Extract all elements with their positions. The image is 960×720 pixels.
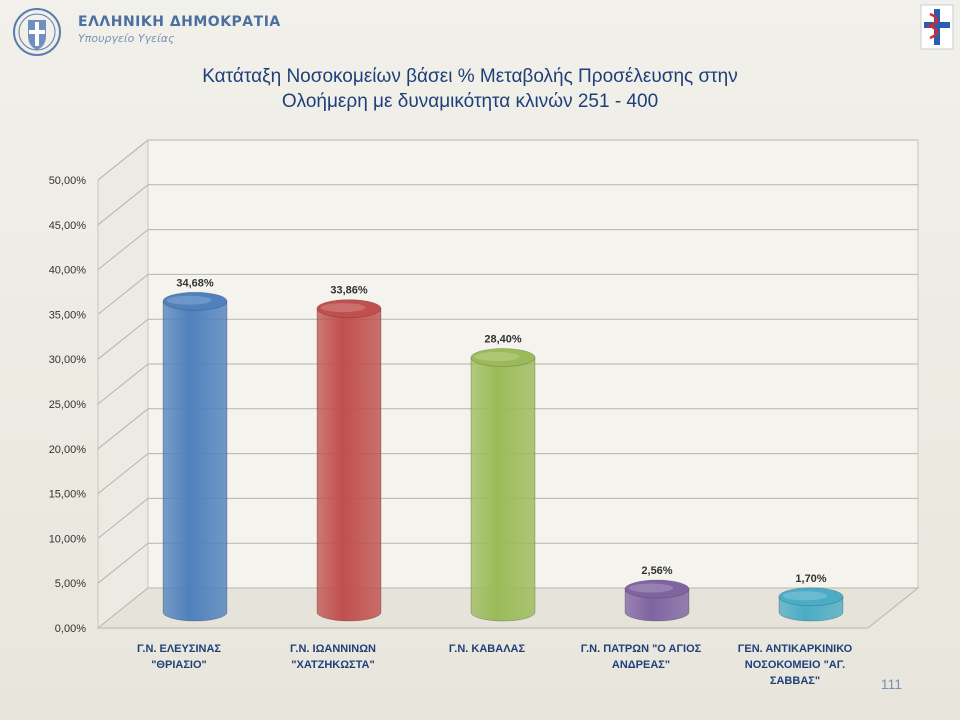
gridline xyxy=(97,273,918,315)
gridline xyxy=(97,318,918,360)
y-tick-label: 30,00% xyxy=(49,354,87,366)
y-tick-label: 5,00% xyxy=(55,578,86,590)
bar-body xyxy=(470,357,536,622)
data-label: 1,70% xyxy=(795,573,826,585)
gridline xyxy=(97,453,918,494)
bar-5 xyxy=(778,587,844,622)
bar-3 xyxy=(470,348,536,622)
y-tick-label: 35,00% xyxy=(49,309,87,321)
data-label: 33,86% xyxy=(330,285,368,297)
category-label: "ΧΑΤΖΗΚΩΣΤΑ" xyxy=(291,659,374,671)
category-label: Γ.Ν. ΕΛΕΥΣΙΝΑΣ xyxy=(137,643,221,655)
y-tick-label: 45,00% xyxy=(49,220,87,232)
bar-top xyxy=(778,587,844,607)
gridline xyxy=(97,363,918,405)
category-label: ΣΑΒΒΑΣ" xyxy=(770,675,820,687)
y-tick-label: 40,00% xyxy=(49,265,87,277)
bar-2 xyxy=(316,299,382,622)
bar-top-highlight xyxy=(628,583,674,593)
bar-top-highlight xyxy=(320,303,366,313)
ministry-name: Υπουργείο Υγείας xyxy=(78,32,175,45)
chart-title: Κατάταξη Νοσοκομείων βάσει % Μεταβολής Π… xyxy=(90,64,850,114)
category-label: ΑΝΔΡΕΑΣ" xyxy=(612,659,670,671)
data-label: 28,40% xyxy=(484,334,522,346)
data-label: 34,68% xyxy=(176,277,214,289)
bar-body xyxy=(316,308,382,622)
y-tick-label: 25,00% xyxy=(49,399,87,411)
greek-coat-of-arms-icon xyxy=(13,8,61,56)
bar-top xyxy=(624,579,690,599)
gridline xyxy=(97,408,918,450)
gridline xyxy=(97,542,918,584)
page-number: 111 xyxy=(880,676,902,692)
bar-top xyxy=(470,348,536,367)
gridline xyxy=(97,229,918,270)
bar-1 xyxy=(162,291,228,622)
bar-body xyxy=(624,588,690,622)
gridline xyxy=(97,139,918,181)
bar-4 xyxy=(624,579,690,622)
country-name: ΕΛΛΗΝΙΚΗ ΔΗΜΟΚΡΑΤΙΑ xyxy=(78,14,281,30)
ministry-header: ΕΛΛΗΝΙΚΗ ΔΗΜΟΚΡΑΤΙΑ Υπουργείο Υγείας xyxy=(78,14,281,45)
category-label: ΝΟΣΟΚΟΜΕΙΟ "ΑΓ. xyxy=(745,659,845,671)
category-label: Γ.Ν. ΚΑΒΑΛΑΣ xyxy=(449,643,526,655)
data-label: 2,56% xyxy=(641,565,672,577)
bar-top xyxy=(316,299,382,319)
chart-title-line-2: Ολοήμερη με δυναμικότητα κλινών 251 - 40… xyxy=(281,91,659,112)
gridline xyxy=(97,184,918,226)
bar-top-highlight xyxy=(474,352,520,362)
bar-top-highlight xyxy=(166,295,212,305)
y-tick-label: 15,00% xyxy=(49,489,87,501)
y-tick-label: 20,00% xyxy=(49,444,87,456)
bar-top-highlight xyxy=(782,591,828,601)
y-tick-label: 10,00% xyxy=(49,533,87,545)
category-label: Γ.Ν. ΠΑΤΡΩΝ "Ο ΑΓΙΟΣ xyxy=(581,643,702,655)
category-label: ΓΕΝ. ΑΝΤΙΚΑΡΚΙΝΙΚΟ xyxy=(738,643,853,655)
y-tick-label: 0,00% xyxy=(55,623,86,635)
category-label: "ΘΡΙΑΣΙΟ" xyxy=(151,659,207,671)
chart-title-line-1: Κατάταξη Νοσοκομείων βάσει % Μεταβολής Π… xyxy=(202,66,738,87)
bar-top xyxy=(162,291,228,311)
gridline xyxy=(97,497,918,539)
bar-body xyxy=(162,300,228,622)
medical-caduceus-icon xyxy=(920,4,954,50)
category-label: Γ.Ν. ΙΩΑΝΝΙΝΩΝ xyxy=(290,643,376,655)
y-tick-label: 50,00% xyxy=(49,175,87,187)
